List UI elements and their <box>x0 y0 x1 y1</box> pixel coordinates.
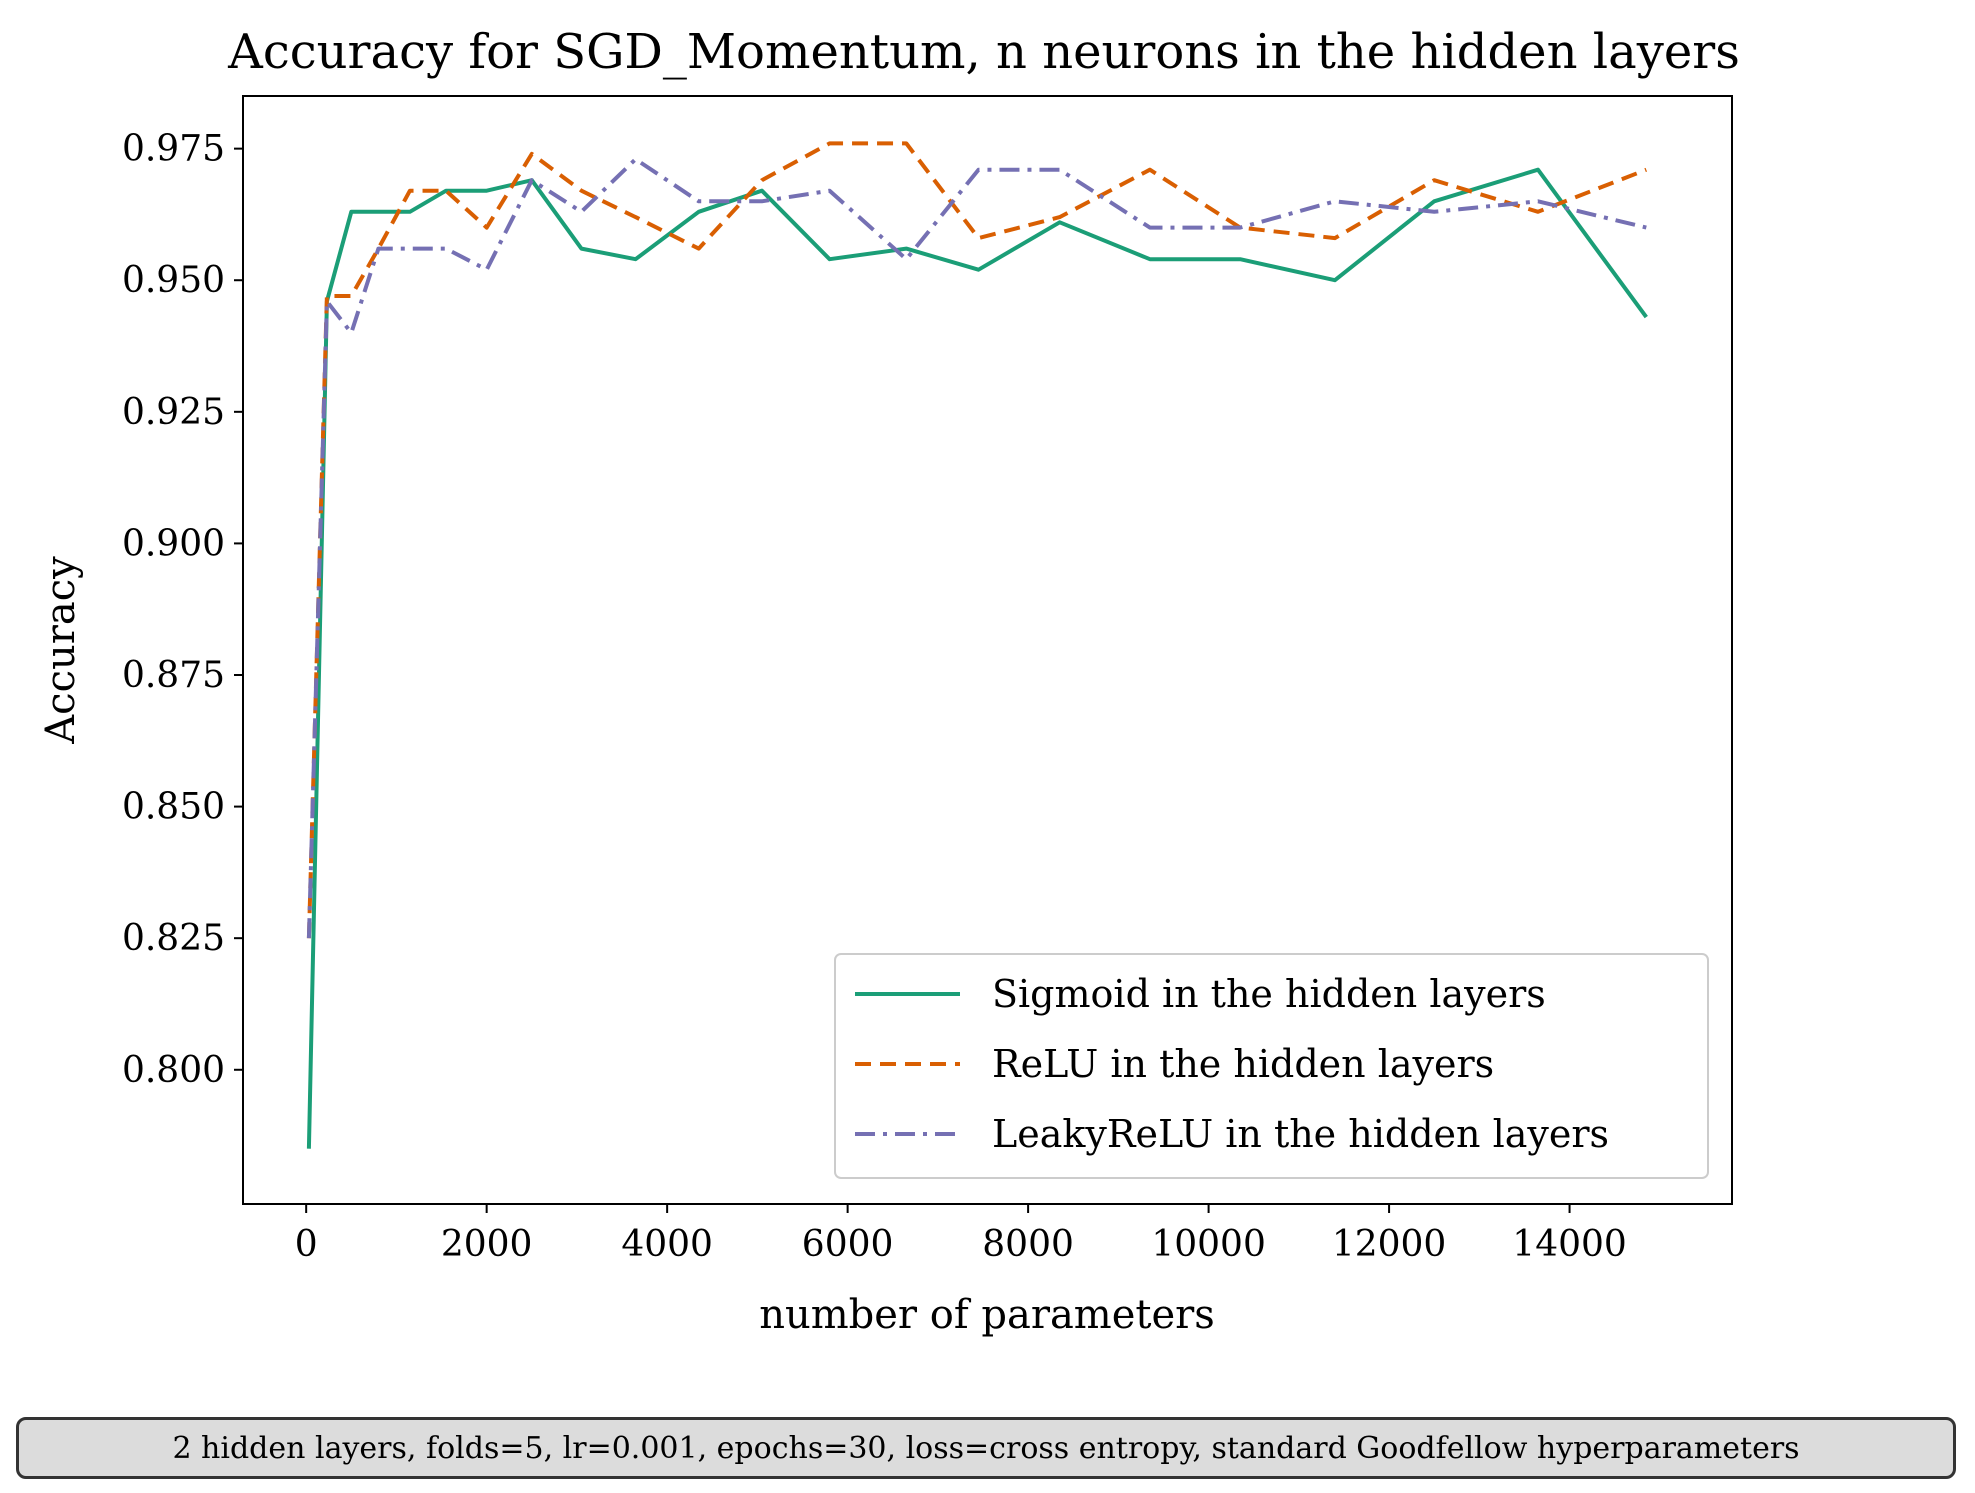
y-tick-label: 0.825 <box>122 918 225 959</box>
series-line-2 <box>306 141 1648 939</box>
x-tick-label: 12000 <box>1332 1224 1447 1265</box>
series-layer <box>306 141 1648 1149</box>
footnote-box: 2 hidden layers, folds=5, lr=0.001, epoc… <box>16 1417 1956 1479</box>
y-axis-label: Accuracy <box>38 556 84 745</box>
x-tick-label: 0 <box>295 1224 318 1265</box>
y-tick-label: 0.925 <box>122 392 225 433</box>
y-axis: 0.800 0.825 0.850 0.875 0.900 0.925 0.950 0.975 <box>122 129 243 1091</box>
chart-title: Accuracy for SGD_Momentum, n neurons in … <box>227 24 1740 80</box>
x-tick-label: 2000 <box>441 1224 533 1265</box>
x-axis-label: number of parameters <box>759 1292 1215 1338</box>
x-tick-label: 10000 <box>1151 1224 1266 1265</box>
x-tick-label: 14000 <box>1512 1224 1627 1265</box>
y-tick-label: 0.950 <box>122 260 225 301</box>
x-tick-label: 8000 <box>982 1224 1074 1265</box>
y-tick-label: 0.850 <box>122 787 225 828</box>
series-line-1 <box>306 167 1648 1149</box>
x-tick-label: 4000 <box>621 1224 713 1265</box>
y-tick-label: 0.975 <box>122 129 225 170</box>
y-tick-label: 0.800 <box>122 1050 225 1091</box>
legend-frame <box>834 953 1709 1179</box>
y-tick-label: 0.875 <box>122 655 225 696</box>
x-tick-label: 6000 <box>802 1224 894 1265</box>
y-tick-label: 0.900 <box>122 523 225 564</box>
legend-label-1: Sigmoid in the hidden layers <box>992 972 1546 1016</box>
legend-label-2: ReLU in the hidden layers <box>992 1042 1494 1086</box>
x-axis: 0 2000 4000 6000 8000 10000 12000 14000 <box>295 1204 1627 1265</box>
legend-label-3: LeakyReLU in the hidden layers <box>992 1112 1609 1156</box>
legend: Sigmoid in the hidden layers ReLU in the … <box>834 953 1709 1179</box>
footnote-text: 2 hidden layers, folds=5, lr=0.001, epoc… <box>172 1430 1800 1466</box>
